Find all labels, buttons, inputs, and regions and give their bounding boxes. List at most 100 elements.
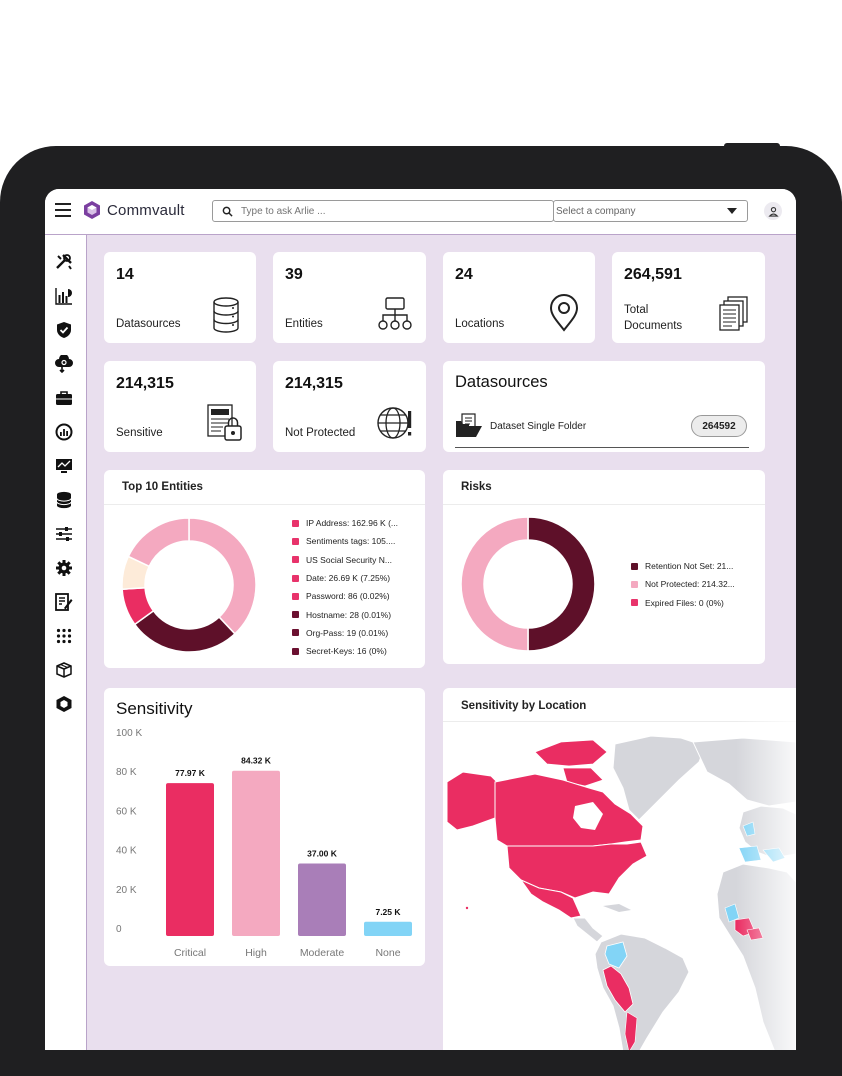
legend-label: Sentiments tags: 105.... [306,536,396,547]
legend-label: Hostname: 28 (0.01%) [306,609,392,620]
legend-label: US Social Security N... [306,554,392,565]
company-select-placeholder: Select a company [556,205,636,217]
bar-value-label: 77.97 K [175,768,206,778]
entities-legend-item[interactable]: Org-Pass: 19 (0.01%) [292,624,398,642]
risks-donut-slice-1[interactable] [460,516,529,652]
legend-swatch [631,580,638,588]
sensitivity-bar-chart: 0 20 K 40 K 60 K 80 K 100 K 77.97 K Critical 84.… [116,728,412,959]
stat-card-sensitive[interactable]: 214,315 Sensitive [104,361,256,452]
stat-card-not-protected[interactable]: 214,315 Not Protected [273,361,426,452]
legend-swatch [292,629,299,637]
bar-critical[interactable] [166,783,214,936]
sidebar-tools-icon[interactable] [54,252,74,272]
sidebar-briefcase-icon[interactable] [54,388,74,408]
entities-legend-item[interactable]: Sentiments tags: 105.... [292,532,398,550]
legend-swatch [631,599,638,607]
company-select[interactable]: Select a company [553,200,748,222]
map-region-greenland[interactable] [612,735,706,821]
globe-warning-icon [377,407,412,439]
x-tick-label: High [245,947,267,959]
entities-legend-item[interactable]: Secret-Keys: 16 (0%) [292,642,398,660]
entities-donut-slice-0[interactable] [188,517,257,635]
user-icon [767,206,779,217]
risks-legend: Retention Not Set: 21... Not Protected: 2… [631,557,735,612]
risks-donut-slice-0[interactable] [527,516,596,652]
map-region-central-america[interactable] [572,917,604,943]
sidebar-monitor-chart-icon[interactable] [54,456,74,476]
entities-legend-item[interactable]: Password: 86 (0.02%) [292,587,398,605]
tablet-volume-up [838,238,842,288]
risks-legend-item[interactable]: Not Protected: 214.32... [631,575,735,593]
stat-card-total-documents[interactable]: 264,591 Total Documents [612,252,765,343]
map-region-chile[interactable] [624,1011,638,1050]
y-tick-label: 60 K [116,806,137,817]
map-region-arctic-islands[interactable] [534,739,608,767]
stat-value: 24 [455,266,473,283]
legend-label: IP Address: 162.96 K (... [306,518,398,529]
entities-donut-slice-4[interactable] [127,517,190,568]
map-region-hawaii[interactable] [465,906,469,910]
stat-label: Locations [455,318,505,330]
sidebar-sliders-icon[interactable] [54,524,74,544]
bar-value-label: 7.25 K [375,907,401,917]
map-region-colombia[interactable] [604,941,628,969]
sidebar-cloud-sync-icon[interactable] [54,354,74,374]
sidebar-gear-icon[interactable] [54,558,74,578]
map-region-canada[interactable] [494,773,644,847]
stat-value: 39 [285,266,303,283]
map-region-hudson-bay [573,802,603,830]
risks-donut-chart [460,516,596,652]
datasource-row[interactable]: Dataset Single Folder 264592 [455,407,749,448]
top-entities-panel: Top 10 Entities IP Address: 162.96 K (..… [104,470,425,668]
sidebar-gauge-icon[interactable] [54,422,74,442]
locked-document-icon [207,404,242,441]
stat-card-datasources[interactable]: 14 Datasources [104,252,256,343]
search-input[interactable] [239,204,543,218]
sidebar-reports-icon[interactable] [54,286,74,306]
sidebar-database-icon[interactable] [54,490,74,510]
stat-card-locations[interactable]: 24 Locations [443,252,595,343]
legend-label: Retention Not Set: 21... [645,561,734,572]
map-region-caribbean[interactable] [603,904,631,912]
entities-donut-slice-1[interactable] [133,609,236,653]
entities-donut-chart [121,517,257,653]
entities-legend-item[interactable]: Hostname: 28 (0.01%) [292,605,398,623]
sidebar-packages-icon[interactable] [54,660,74,680]
map-region-baffin[interactable] [562,767,604,787]
stat-label: Not Protected [285,427,356,439]
risks-legend-item[interactable]: Expired Files: 0 (0%) [631,594,735,612]
sidebar-shield-icon[interactable] [54,320,74,340]
map-region-mexico[interactable] [519,878,582,919]
legend-label: Expired Files: 0 (0%) [645,597,724,608]
legend-swatch [292,519,299,527]
brand-logo[interactable]: Commvault [82,200,185,220]
bar-none[interactable] [364,921,412,936]
stat-card-entities[interactable]: 39 Entities [273,252,426,343]
entities-legend-item[interactable]: US Social Security N... [292,551,398,569]
risks-legend-item[interactable]: Retention Not Set: 21... [631,557,735,575]
legend-label: Secret-Keys: 16 (0%) [306,646,387,657]
stat-value: 214,315 [285,375,343,392]
sidebar-cube-icon[interactable] [54,694,74,714]
database-icon [213,297,239,333]
map-region-alaska[interactable] [446,771,498,831]
location-pin-icon [549,294,579,332]
entities-legend-item[interactable]: IP Address: 162.96 K (... [292,514,398,532]
sidebar-grid-apps-icon[interactable] [54,626,74,646]
y-tick-label: 0 [116,924,122,935]
hierarchy-icon [378,297,412,330]
search-icon [222,206,233,217]
search-box[interactable] [212,200,554,222]
stat-value: 14 [116,266,134,283]
bar-high[interactable] [232,770,280,936]
risks-panel: Risks Retention Not Set: 21... Not Protec… [443,470,765,664]
map-region-peru[interactable] [602,965,634,1013]
tablet-top-button [724,143,780,149]
user-avatar[interactable] [764,202,782,220]
entities-legend: IP Address: 162.96 K (... Sentiments tags… [292,514,398,660]
entities-legend-item[interactable]: Date: 26.69 K (7.25%) [292,569,398,587]
stat-label: Sensitive [116,427,163,439]
sidebar-edit-document-icon[interactable] [54,592,74,612]
bar-moderate[interactable] [298,863,346,936]
hamburger-menu-icon[interactable] [55,203,71,217]
